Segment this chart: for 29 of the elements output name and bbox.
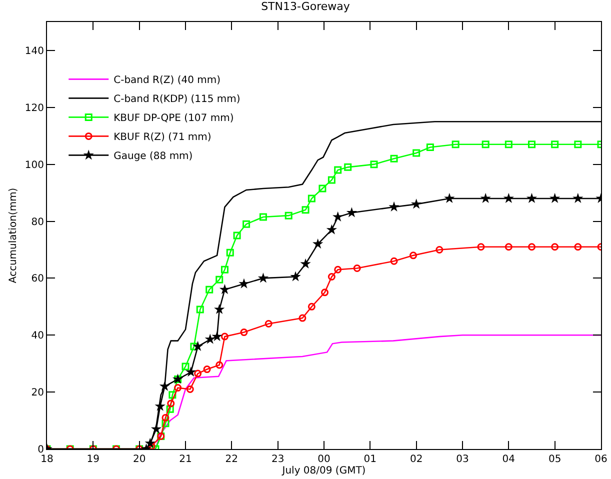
x-tick-label: 02	[410, 454, 423, 465]
x-tick-label: 06	[594, 454, 608, 465]
y-tick-label: 140	[24, 46, 44, 57]
legend-label: Gauge (88 mm)	[114, 151, 193, 162]
x-tick-label: 21	[179, 454, 192, 465]
y-tick-label: 60	[31, 274, 44, 285]
legend-label: KBUF DP-QPE (107 mm)	[114, 113, 234, 124]
x-tick-label: 05	[548, 454, 562, 465]
x-tick-label: 01	[364, 454, 377, 465]
x-tick-label: 23	[271, 454, 284, 465]
x-axis-title: July 08/09 (GMT)	[281, 466, 366, 476]
legend-label: C-band R(Z) (40 mm)	[114, 75, 221, 86]
chart-title: STN13-Goreway	[261, 0, 350, 14]
x-tick-label: 03	[456, 454, 469, 465]
y-tick-label: 100	[24, 160, 44, 171]
x-tick-label: 18	[40, 454, 54, 465]
x-tick-label: 19	[86, 454, 100, 465]
x-tick-label: 20	[132, 454, 146, 465]
legend-label: KBUF R(Z) (71 mm)	[114, 132, 212, 144]
x-tick-label: 04	[502, 454, 516, 465]
x-tick-label: 22	[225, 454, 238, 465]
y-tick-label: 120	[24, 102, 44, 114]
legend-label: C-band R(KDP) (115 mm)	[114, 94, 240, 106]
y-tick-label: 0	[38, 444, 44, 456]
y-axis-title: Accumulation(mm)	[8, 188, 19, 284]
x-tick-label: 00	[318, 454, 330, 465]
y-tick-label: 40	[31, 330, 44, 342]
y-tick-label: 20	[31, 388, 44, 399]
y-tick-label: 80	[31, 216, 44, 228]
